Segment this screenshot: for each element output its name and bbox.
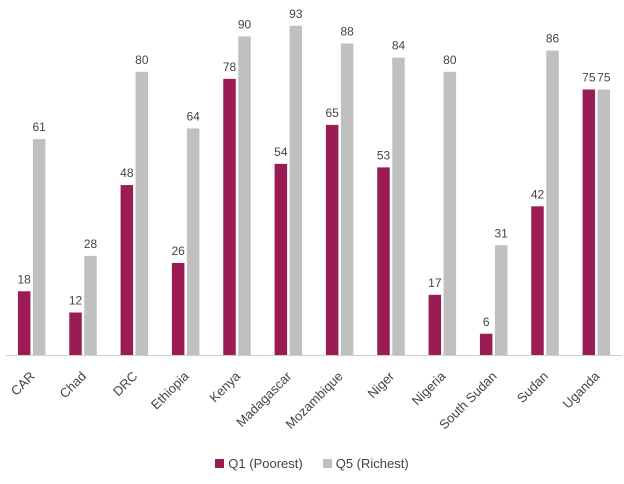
x-tick-label-uganda: Uganda (560, 368, 603, 411)
data-label-q5-south-sudan: 31 (494, 226, 508, 240)
data-label-q1-car: 18 (17, 272, 31, 286)
data-label-q1-chad: 12 (69, 294, 83, 308)
data-label-q5-uganda: 75 (597, 71, 611, 85)
data-label-q1-drc: 48 (120, 166, 134, 180)
bar-q1-ethiopia (171, 262, 185, 355)
x-tick-label-drc: DRC (110, 369, 141, 400)
bar-q5-south-sudan (494, 245, 508, 355)
data-label-q1-madagascar: 54 (274, 145, 288, 159)
data-label-q1-nigeria: 17 (428, 276, 442, 290)
x-tick-label-chad: Chad (57, 369, 90, 402)
bar-q1-uganda (582, 89, 596, 355)
bar-q5-drc (135, 71, 149, 356)
data-label-q5-madagascar: 93 (289, 7, 303, 21)
x-tick-label-sudan: Sudan (514, 369, 551, 406)
legend-label-q1: Q1 (Poorest) (228, 456, 303, 471)
bar-q1-sudan (531, 206, 544, 355)
bar-q5-car (32, 139, 46, 355)
bar-q5-mozambique (340, 43, 354, 355)
data-label-q1-mozambique: 65 (325, 106, 339, 120)
bar-q1-niger (377, 167, 390, 355)
data-label-q5-mozambique: 88 (340, 24, 354, 38)
bar-q5-chad (84, 255, 97, 355)
bar-q5-ethiopia (186, 128, 200, 355)
legend: Q1 (Poorest) Q5 (Richest) (0, 456, 624, 471)
legend-item-q5: Q5 (Richest) (322, 456, 409, 471)
data-label-q5-sudan: 86 (546, 32, 560, 46)
x-tick-label-car: CAR (8, 369, 38, 399)
data-label-q1-south-sudan: 6 (483, 315, 490, 329)
bar-q1-mozambique (325, 124, 339, 356)
bar-q1-chad (69, 312, 82, 355)
x-tick-label-nigeria: Nigeria (409, 368, 449, 408)
bar-q5-sudan (546, 50, 559, 356)
x-tick-label-niger: Niger (365, 368, 398, 401)
bar-q1-kenya (223, 78, 236, 355)
bar-q5-niger (392, 57, 405, 355)
bar-q5-kenya (238, 36, 251, 356)
bar-q1-nigeria (428, 294, 442, 355)
legend-label-q5: Q5 (Richest) (335, 456, 409, 471)
data-label-q5-ethiopia: 64 (186, 109, 200, 123)
data-label-q1-uganda: 75 (582, 71, 596, 85)
legend-item-q1: Q1 (Poorest) (215, 456, 303, 471)
bar-q1-madagascar (274, 163, 288, 355)
x-tick-label-ethiopia: Ethiopia (148, 368, 192, 412)
bar-q1-car (17, 291, 31, 355)
legend-swatch-q1 (215, 459, 225, 468)
data-label-q1-kenya: 78 (223, 60, 237, 74)
data-label-q5-kenya: 90 (238, 17, 252, 31)
data-label-q1-niger: 53 (377, 148, 391, 162)
data-label-q5-drc: 80 (135, 53, 149, 67)
data-label-q5-car: 61 (32, 120, 46, 134)
bar-q5-madagascar (289, 25, 303, 356)
data-label-q1-ethiopia: 26 (171, 244, 185, 258)
legend-swatch-q5 (322, 459, 332, 468)
data-label-q5-chad: 28 (84, 237, 98, 251)
bar-q1-south-sudan (479, 333, 493, 355)
data-label-q1-sudan: 42 (531, 187, 545, 201)
x-tick-label-kenya: Kenya (206, 368, 243, 405)
bar-q5-nigeria (443, 71, 457, 356)
data-label-q5-niger: 84 (392, 39, 406, 53)
data-label-q5-nigeria: 80 (443, 53, 457, 67)
bar-q1-drc (120, 185, 134, 355)
bar-q5-uganda (597, 89, 611, 355)
